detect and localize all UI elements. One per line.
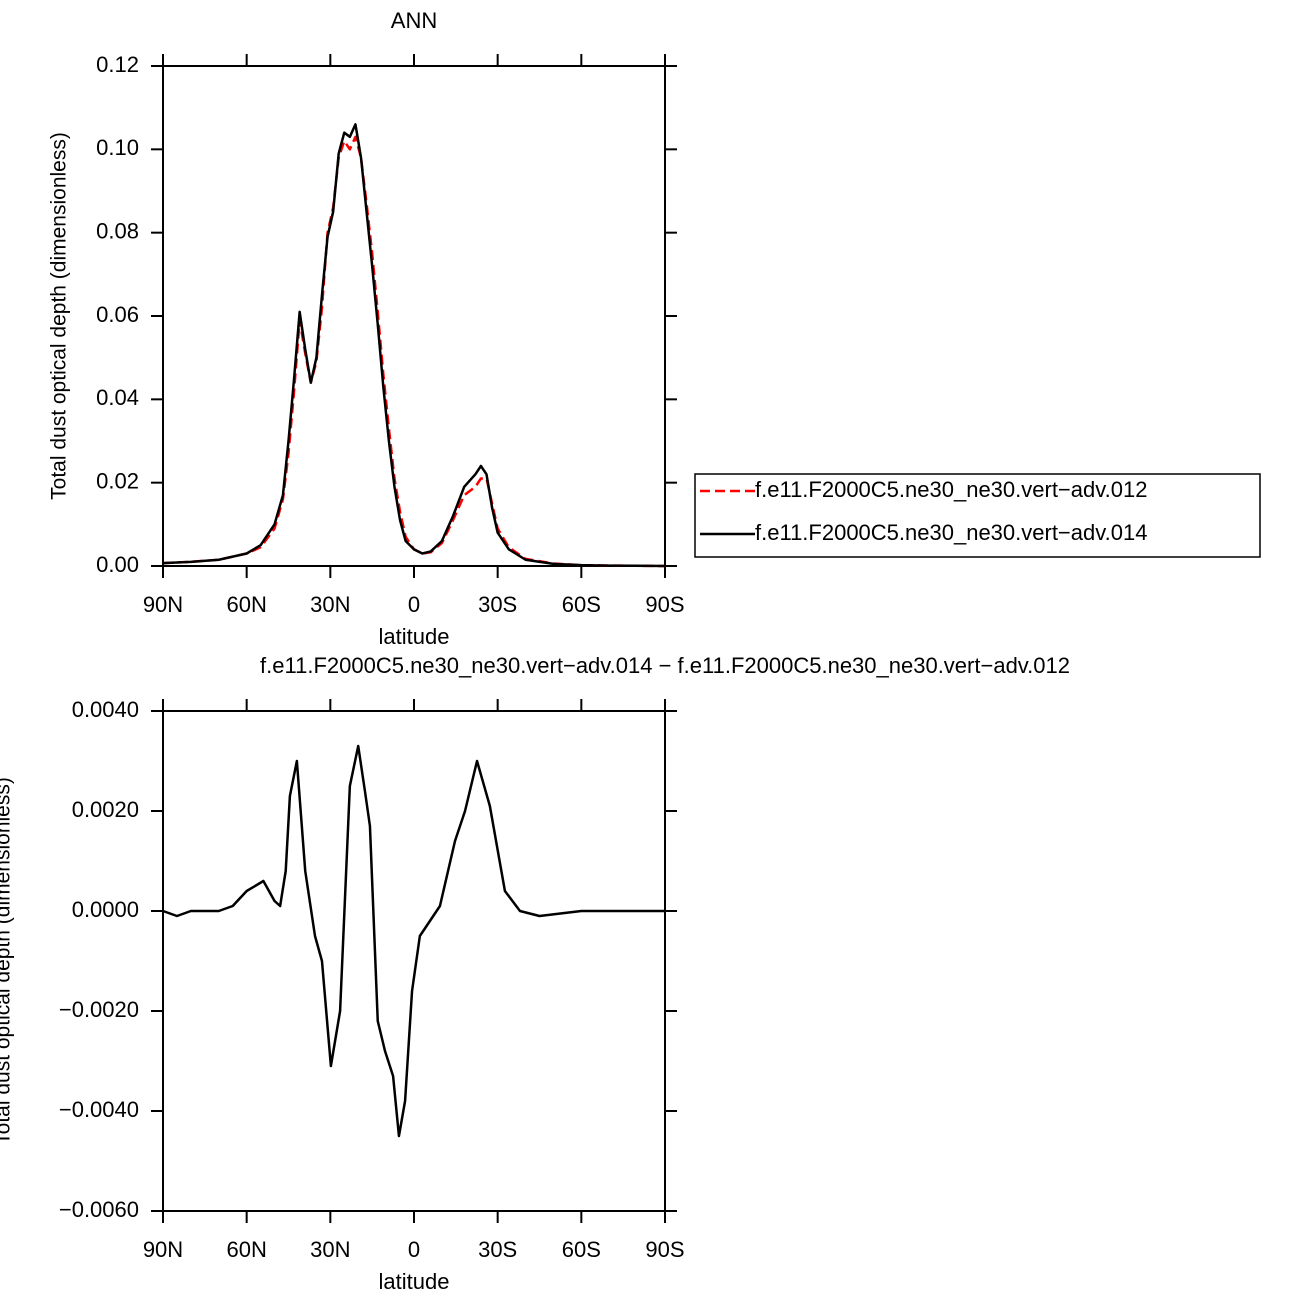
legend-label: f.e11.F2000C5.ne30_ne30.vert−adv.014	[755, 520, 1147, 545]
legend-box	[694, 473, 1261, 558]
x-tick-label: 90N	[143, 1237, 183, 1262]
y-tick-label: 0.00	[96, 552, 139, 577]
x-tick-label: 30S	[478, 1237, 517, 1262]
series-line	[162, 135, 666, 568]
y-tick-label: 0.0020	[72, 797, 139, 822]
y-tick-label: 0.10	[96, 135, 139, 160]
chart-title: f.e11.F2000C5.ne30_ne30.vert−adv.014 − f…	[260, 653, 1070, 678]
x-tick-label: 30N	[310, 592, 350, 617]
y-tick-label: 0.08	[96, 218, 139, 243]
series-line	[162, 744, 665, 1138]
y-tick-label: −0.0040	[59, 1097, 139, 1122]
y-tick-label: 0.0040	[72, 697, 139, 722]
legend-label: f.e11.F2000C5.ne30_ne30.vert−adv.012	[755, 477, 1147, 502]
plot-frame	[162, 65, 666, 567]
y-axis-label: Total dust optical depth (dimensionless)	[0, 777, 15, 1145]
x-tick-label: 90S	[645, 1237, 684, 1262]
y-axis-label: Total dust optical depth (dimensionless)	[48, 132, 71, 500]
x-tick-label: 90S	[645, 592, 684, 617]
y-tick-label: 0.04	[96, 385, 139, 410]
y-tick-label: −0.0020	[59, 997, 139, 1022]
x-axis-label: latitude	[379, 1269, 450, 1294]
x-tick-label: 60N	[226, 1237, 266, 1262]
x-tick-label: 60S	[562, 1237, 601, 1262]
x-tick-label: 30N	[310, 1237, 350, 1262]
x-tick-label: 0	[408, 1237, 420, 1262]
y-tick-label: 0.12	[96, 52, 139, 77]
y-tick-label: 0.0000	[72, 897, 139, 922]
plot-frame	[162, 710, 666, 1212]
chart-title: ANN	[391, 8, 437, 33]
y-tick-label: 0.06	[96, 302, 139, 327]
x-tick-label: 60N	[226, 592, 266, 617]
y-tick-label: −0.0060	[59, 1197, 139, 1222]
series-line	[162, 123, 666, 568]
x-tick-label: 30S	[478, 592, 517, 617]
x-tick-label: 90N	[143, 592, 183, 617]
x-tick-label: 0	[408, 592, 420, 617]
x-tick-label: 60S	[562, 592, 601, 617]
x-axis-label: latitude	[379, 624, 450, 649]
y-tick-label: 0.02	[96, 468, 139, 493]
